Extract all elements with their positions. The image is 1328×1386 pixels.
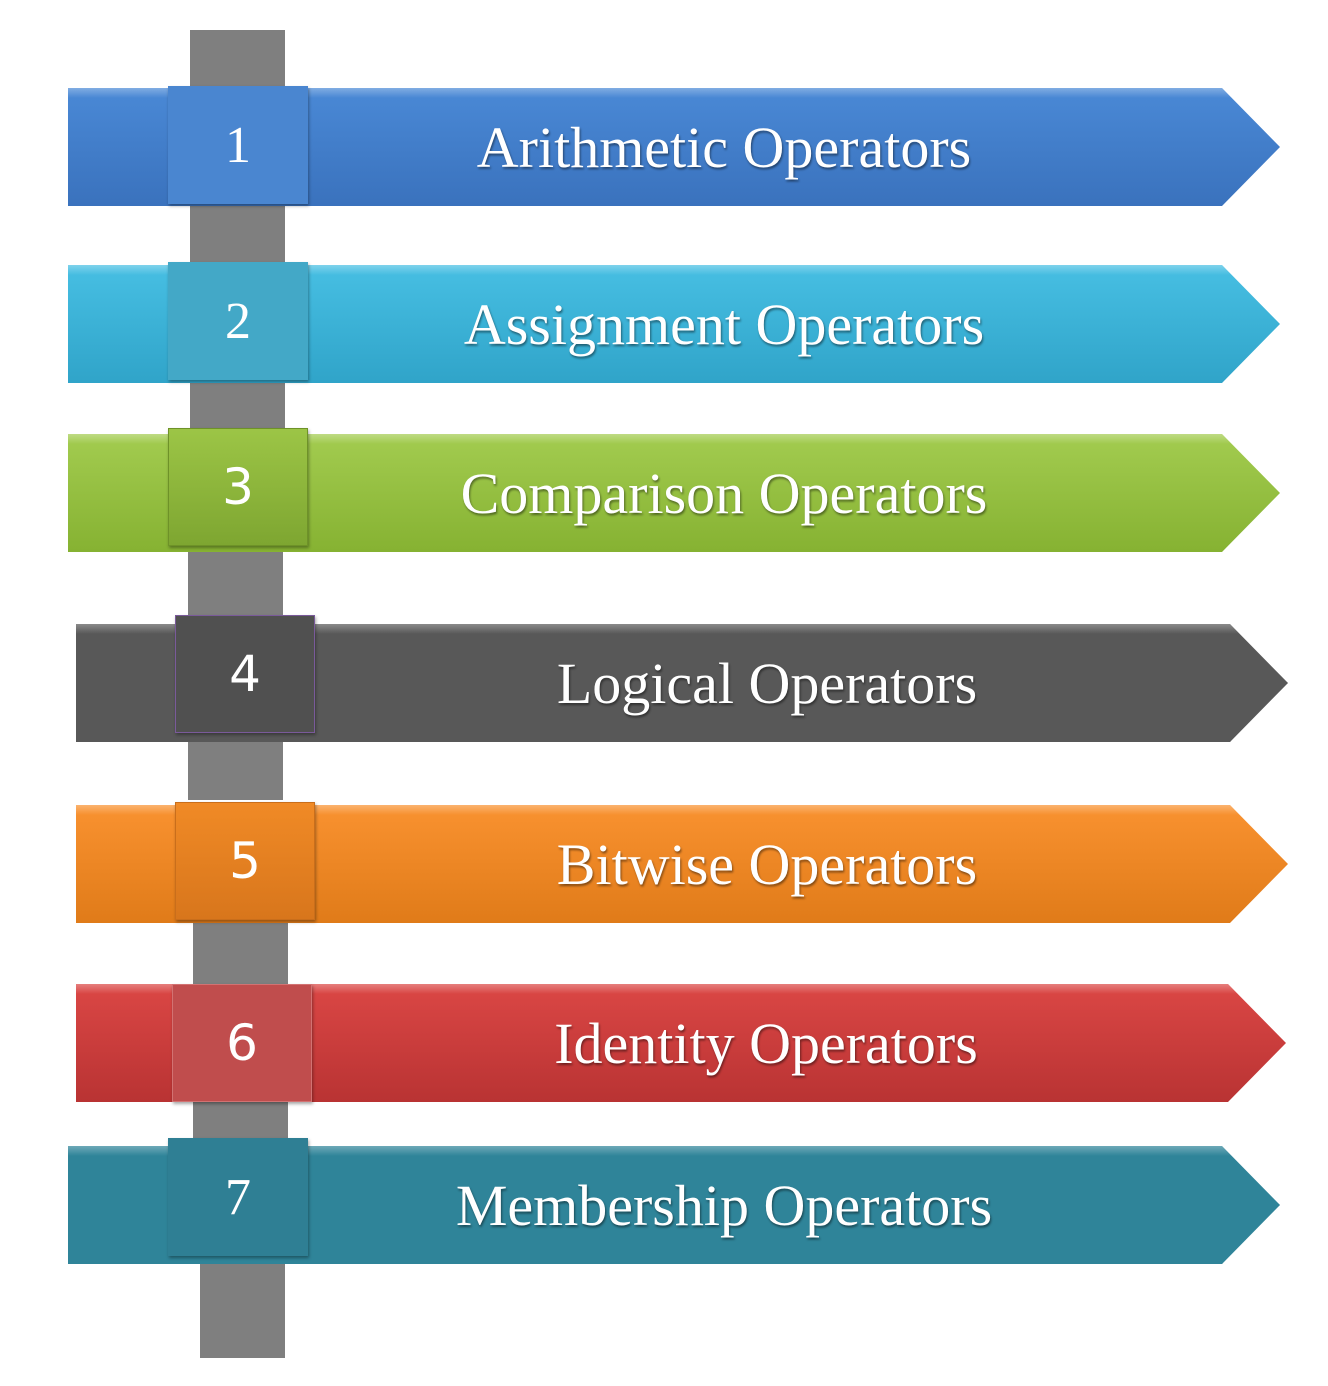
- number-box: 3: [168, 428, 308, 546]
- number-box: 4: [175, 615, 315, 733]
- number-box: 6: [172, 984, 312, 1102]
- number-box: 2: [168, 262, 308, 380]
- signpost-pole: [200, 1250, 285, 1358]
- operator-label: Comparison Operators: [460, 460, 988, 526]
- operator-label: Bitwise Operators: [556, 831, 978, 897]
- operator-label: Identity Operators: [554, 1010, 978, 1076]
- number-box: 5: [175, 802, 315, 920]
- operator-label: Arithmetic Operators: [476, 114, 972, 180]
- number-box: 7: [168, 1138, 308, 1256]
- operator-label: Logical Operators: [556, 650, 978, 716]
- number-box: 1: [168, 86, 308, 204]
- operator-label: Membership Operators: [455, 1172, 993, 1238]
- operator-label: Assignment Operators: [463, 291, 985, 357]
